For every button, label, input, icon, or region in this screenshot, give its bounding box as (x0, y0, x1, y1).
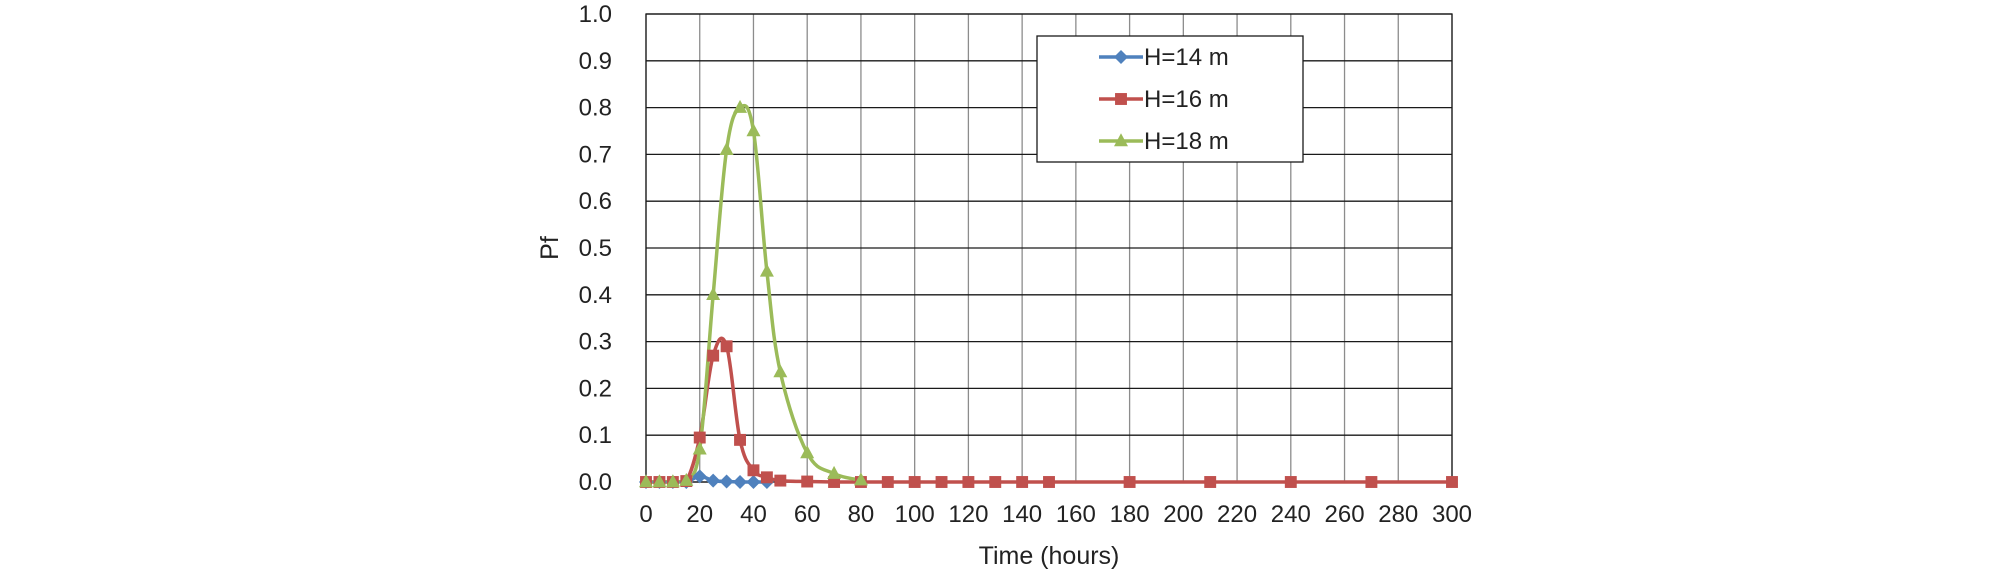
data-point-triangle (853, 472, 868, 486)
x-tick-label: 280 (1378, 501, 1418, 528)
data-point-diamond (692, 469, 707, 484)
data-point-triangle (692, 441, 707, 455)
legend-label: H=16 m (1144, 86, 1229, 113)
y-tick-label: 0.2 (579, 375, 612, 402)
x-tick-label: 100 (895, 501, 935, 528)
data-point-square (747, 464, 760, 477)
data-point-diamond (719, 474, 734, 489)
y-tick-label: 1.0 (579, 1, 612, 28)
data-point-triangle (733, 99, 748, 113)
legend-label: H=18 m (1144, 128, 1229, 155)
x-tick-label: 60 (794, 501, 821, 528)
y-tick-label: 0.9 (579, 48, 612, 75)
x-tick-label: 260 (1325, 501, 1365, 528)
x-tick-label: 0 (639, 501, 652, 528)
y-tick-label: 0.0 (579, 469, 612, 496)
data-point-square (720, 340, 733, 353)
data-point-triangle (773, 364, 788, 378)
data-point-triangle (665, 474, 680, 488)
x-tick-label: 200 (1163, 501, 1203, 528)
legend-swatch-marker (1115, 93, 1127, 105)
data-point-triangle (652, 474, 667, 488)
data-point-square (881, 476, 894, 488)
x-axis-title: Time (hours) (979, 542, 1120, 570)
data-point-square (1284, 476, 1297, 488)
data-point-diamond (733, 475, 748, 489)
data-point-square (1365, 476, 1378, 488)
legend-swatch-marker (1114, 50, 1128, 64)
data-point-square (734, 433, 746, 446)
y-tick-label: 0.3 (579, 329, 612, 356)
data-point-square (828, 476, 841, 488)
data-point-square (989, 476, 1002, 488)
data-point-triangle (706, 287, 721, 301)
data-point-square (1204, 476, 1217, 488)
x-tick-label: 80 (848, 501, 875, 528)
legend-swatch-marker (1114, 133, 1128, 147)
data-point-triangle (746, 123, 761, 137)
legend-label: H=14 m (1144, 44, 1229, 71)
x-tick-label: 20 (686, 501, 713, 528)
data-point-triangle (679, 472, 694, 486)
legend-box (1036, 35, 1304, 163)
data-point-square (1123, 476, 1136, 488)
y-tick-label: 0.4 (579, 282, 612, 309)
data-point-square (774, 474, 787, 487)
data-point-square (707, 349, 720, 362)
data-point-triangle (759, 263, 774, 277)
data-point-triangle (800, 445, 815, 459)
data-point-square (760, 471, 773, 484)
series-markers (639, 99, 1458, 489)
x-tick-label: 160 (1056, 501, 1096, 528)
y-tick-label: 0.8 (579, 95, 612, 122)
x-tick-label: 180 (1110, 501, 1150, 528)
data-point-square (962, 476, 975, 488)
legend: H=14 m H=16 m H=18 m (1036, 35, 1304, 163)
data-point-square (801, 475, 814, 488)
data-point-square (935, 476, 948, 488)
x-tick-label: 220 (1217, 501, 1257, 528)
data-point-square (693, 431, 706, 444)
data-point-diamond (706, 473, 721, 488)
y-axis-ticks: 0.0 0.1 0.2 0.3 0.4 0.5 0.6 0.7 0.8 0.9 1.0 (579, 1, 612, 496)
x-tick-label: 140 (1002, 501, 1042, 528)
data-point-triangle (639, 474, 653, 488)
data-point-square (1016, 476, 1029, 488)
y-tick-label: 0.1 (579, 422, 612, 449)
x-tick-label: 240 (1271, 501, 1311, 528)
data-point-square (908, 476, 921, 488)
data-point-square (1043, 476, 1055, 488)
y-tick-label: 0.7 (579, 141, 612, 168)
x-tick-label: 40 (740, 501, 767, 528)
data-point-diamond (746, 475, 761, 489)
y-tick-label: 0.5 (579, 235, 612, 262)
data-point-square (1446, 476, 1458, 488)
y-tick-label: 0.6 (579, 188, 612, 215)
x-axis-ticks: 0 20 40 60 80 100 120 140 160 180 200 220 240 260 280 3… (639, 501, 1472, 528)
data-point-triangle (719, 142, 734, 155)
x-tick-label: 300 (1432, 501, 1472, 528)
data-point-triangle (827, 465, 842, 479)
y-axis-title: Pf (536, 236, 564, 260)
x-tick-label: 120 (948, 501, 988, 528)
